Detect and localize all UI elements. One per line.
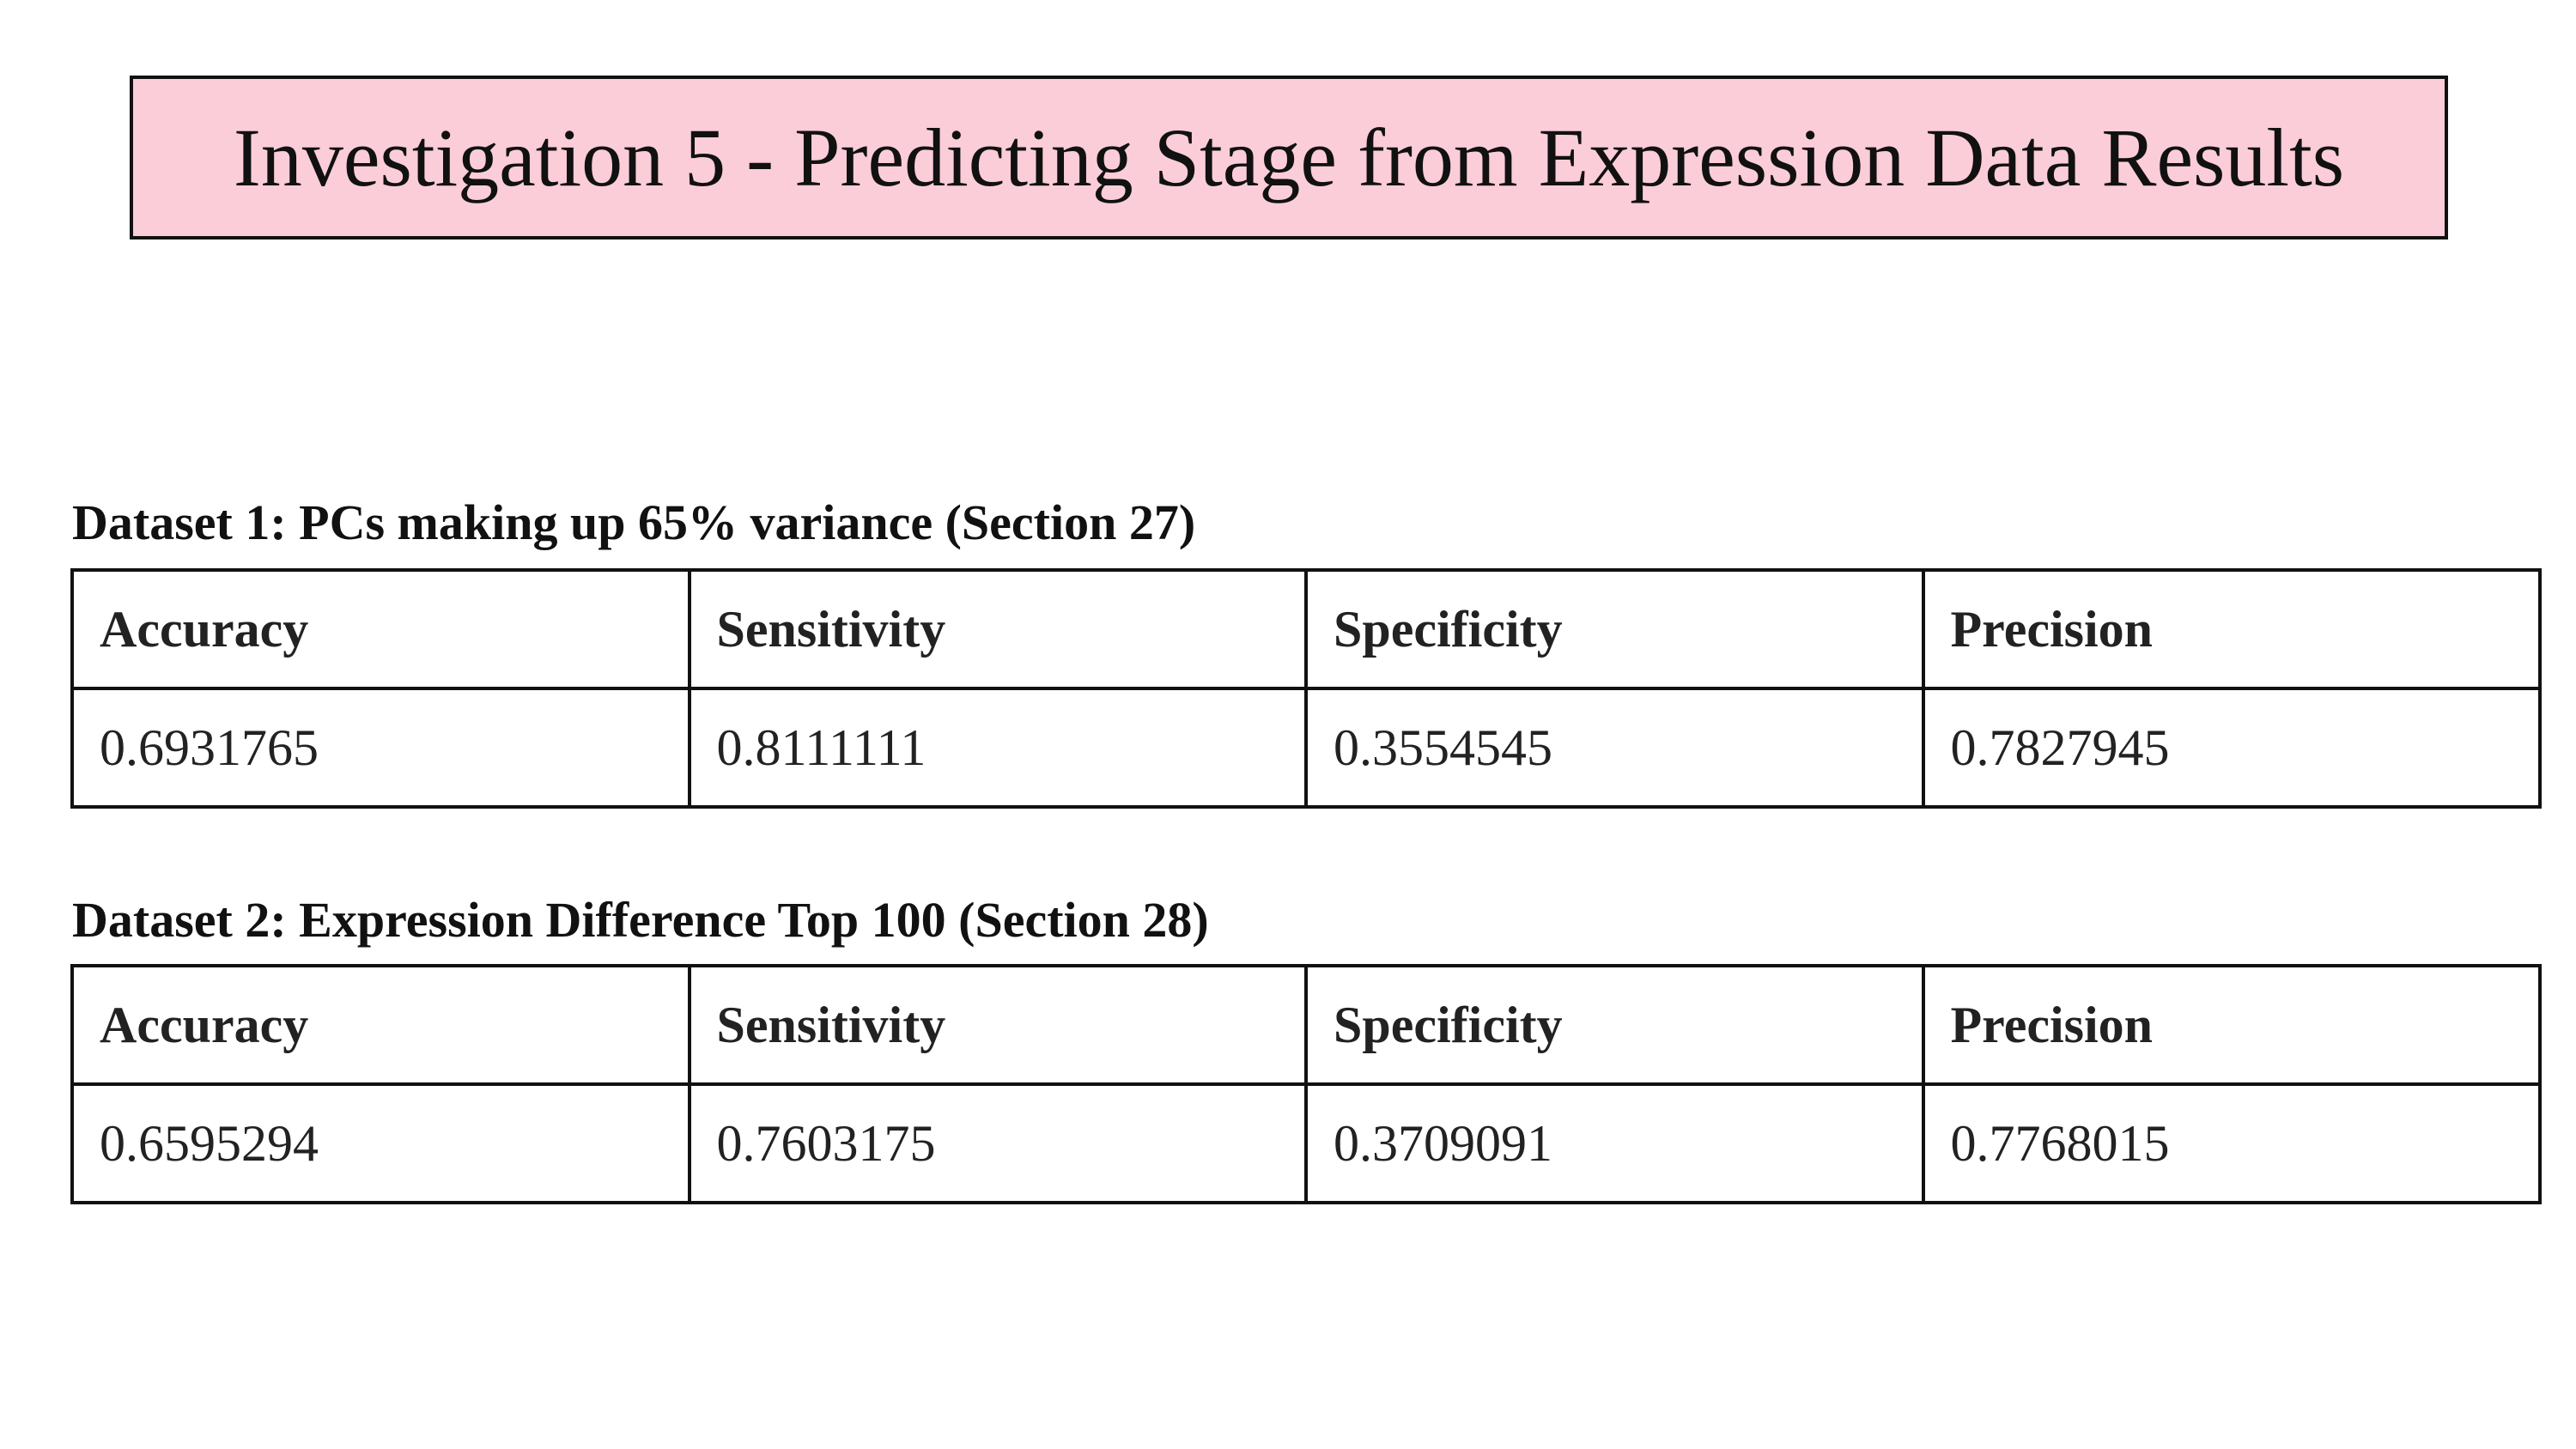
value-cell: 0.7768015 [1921,1082,2542,1204]
value-cell: 0.7603175 [687,1082,1308,1204]
table-body: Accuracy Sensitivity Specificity Precision 0… [70,964,2542,1204]
results-table: Accuracy Sensitivity Specificity Precision 0… [70,964,2542,1204]
header-cell: Precision [1921,568,2542,690]
value-cell: 0.3709091 [1304,1082,1925,1204]
header-cell: Specificity [1304,568,1925,690]
title: Investigation 5 - Predicting Stage from … [233,112,2345,203]
header-cell: Sensitivity [687,568,1308,690]
value-cell: 0.6931765 [70,687,691,809]
table-body: Accuracy Sensitivity Specificity Precision 0… [70,568,2542,809]
value-cell: 0.8111111 [687,687,1308,809]
header-cell: Accuracy [70,964,691,1086]
dataset-caption: Dataset 2: Expression Difference Top 100… [72,892,1209,948]
value-row: 0.6931765 0.8111111 0.3554545 0.7827945 [70,687,2542,809]
header-cell: Specificity [1304,964,1925,1086]
header-row: Accuracy Sensitivity Specificity Precision [70,964,2542,1086]
header-cell: Precision [1921,964,2542,1086]
value-row: 0.6595294 0.7603175 0.3709091 0.7768015 [70,1082,2542,1204]
header-cell: Sensitivity [687,964,1308,1086]
results-table: Accuracy Sensitivity Specificity Precision 0… [70,568,2542,809]
dataset-caption: Dataset 1: PCs making up 65% variance (S… [72,494,1196,550]
header-row: Accuracy Sensitivity Specificity Precision [70,568,2542,690]
value-cell: 0.3554545 [1304,687,1925,809]
value-cell: 0.6595294 [70,1082,691,1204]
header-cell: Accuracy [70,568,691,690]
title-box: Investigation 5 - Predicting Stage from … [130,76,2448,239]
value-cell: 0.7827945 [1921,687,2542,809]
